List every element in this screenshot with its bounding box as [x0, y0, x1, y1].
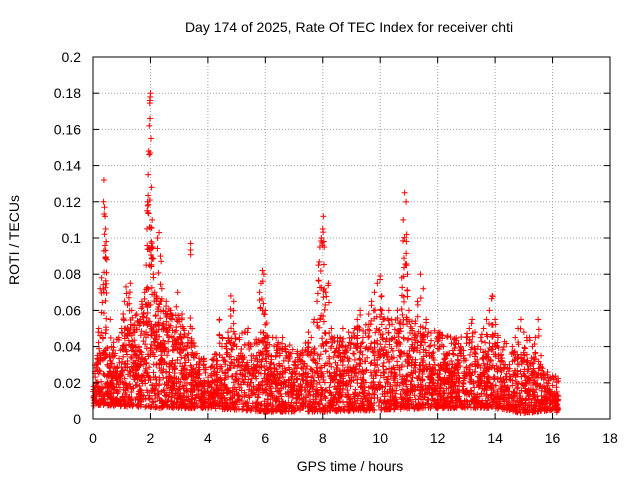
band-point [239, 406, 246, 413]
band-point [361, 358, 368, 365]
band-point [503, 397, 510, 404]
data-points [90, 90, 562, 417]
band-point [126, 380, 133, 387]
band-point [354, 380, 361, 387]
band-point [146, 392, 153, 399]
band-point [127, 353, 134, 360]
band-point [478, 390, 485, 397]
band-point [230, 379, 237, 386]
band-point [142, 404, 149, 411]
band-point [353, 361, 360, 368]
band-point [344, 387, 351, 394]
band-point [185, 393, 192, 400]
band-point [299, 376, 306, 383]
band-point [397, 391, 404, 398]
band-point [328, 363, 335, 370]
band-point [128, 355, 135, 362]
chart-title: Day 174 of 2025, Rate Of TEC Index for r… [185, 19, 513, 35]
band-point [116, 384, 123, 391]
band-point [379, 363, 386, 370]
band-point [314, 387, 321, 394]
band-point [145, 373, 152, 380]
band-point [131, 351, 138, 358]
band-point [318, 397, 325, 404]
band-point [383, 376, 390, 383]
band-point [419, 370, 426, 377]
band-point [254, 393, 261, 400]
band-point [367, 369, 374, 376]
band-point [367, 360, 374, 367]
